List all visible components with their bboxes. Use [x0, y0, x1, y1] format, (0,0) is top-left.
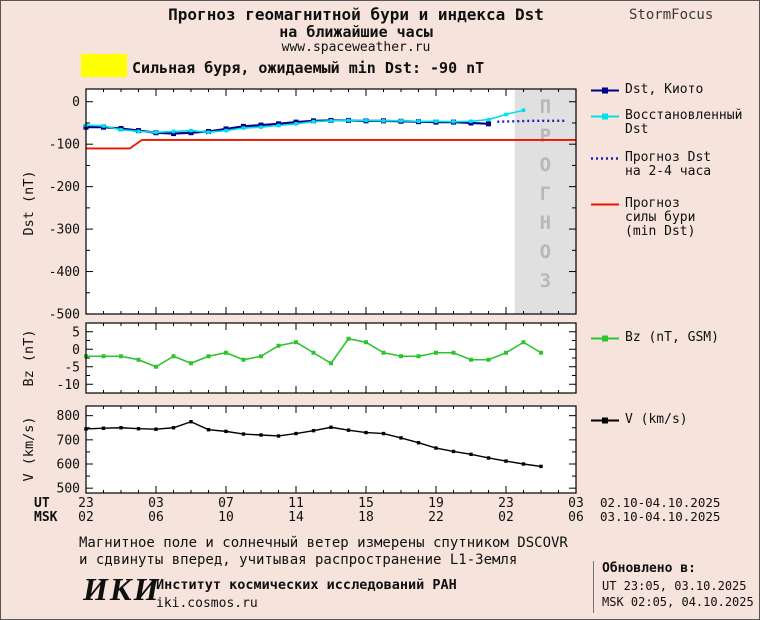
svg-text:23: 23	[498, 496, 514, 511]
spaceweather-link[interactable]: www.spaceweather.ru	[281, 40, 431, 55]
svg-text:700: 700	[57, 433, 80, 448]
brand-label: StormFocus	[629, 7, 714, 23]
updated-msk-time: MSK 02:05, 04.10.2025	[602, 595, 754, 609]
svg-text:15: 15	[358, 496, 374, 511]
svg-text:03: 03	[568, 496, 584, 511]
svg-text:02: 02	[498, 510, 514, 525]
svg-text:-10: -10	[57, 378, 80, 393]
footer-divider	[593, 561, 594, 613]
svg-text:-100: -100	[49, 138, 80, 153]
svg-text:-200: -200	[49, 180, 80, 195]
svg-text:З: З	[540, 270, 551, 292]
measurement-note-line1: Магнитное поле и солнечный ветер измерен…	[79, 535, 568, 551]
svg-text:06: 06	[148, 510, 164, 525]
svg-text:18: 18	[358, 510, 374, 525]
svg-text:UT: UT	[34, 496, 50, 511]
svg-text:П: П	[540, 96, 551, 118]
svg-text:0: 0	[72, 95, 80, 110]
iki-site-link[interactable]: iki.cosmos.ru	[156, 596, 258, 611]
svg-text:Н: Н	[540, 212, 551, 234]
measurement-note-line2: и сдвинуты вперед, учитывая распростране…	[79, 552, 518, 568]
svg-text:23: 23	[78, 496, 94, 511]
svg-text:06: 06	[568, 510, 584, 525]
svg-text:03.10-04.10.2025: 03.10-04.10.2025	[600, 509, 720, 524]
v-axis-label: V (km/s)	[21, 416, 37, 482]
svg-text:02.10-04.10.2025: 02.10-04.10.2025	[600, 495, 720, 510]
svg-text:500: 500	[57, 482, 80, 497]
updated-heading: Обновлено в:	[602, 561, 696, 576]
svg-text:800: 800	[57, 409, 80, 424]
storm-alert-text: Сильная буря, ожидаемый min Dst: -90 nT	[132, 59, 485, 77]
updated-ut-time: UT 23:05, 03.10.2025	[602, 579, 747, 593]
institute-name: Институт космических исследований РАН	[156, 577, 457, 593]
svg-text:10: 10	[218, 510, 234, 525]
svg-text:14: 14	[288, 510, 304, 525]
iki-logo: ИКИ	[83, 571, 161, 607]
storm-level-swatch	[81, 54, 127, 77]
svg-text:О: О	[540, 154, 551, 176]
svg-text:Г: Г	[540, 183, 551, 205]
svg-text:Р: Р	[540, 125, 551, 147]
svg-text:-500: -500	[49, 308, 80, 323]
svg-text:0: 0	[72, 343, 80, 358]
svg-text:-400: -400	[49, 265, 80, 280]
page-subtitle: на ближайшие часы	[279, 23, 433, 41]
svg-text:19: 19	[428, 496, 444, 511]
svg-text:5: 5	[72, 325, 80, 340]
svg-text:02: 02	[78, 510, 94, 525]
svg-text:-5: -5	[64, 360, 80, 375]
svg-text:03: 03	[148, 496, 164, 511]
svg-text:11: 11	[288, 496, 304, 511]
dst-axis-label: Dst (nT)	[21, 170, 37, 236]
svg-text:-300: -300	[49, 223, 80, 238]
svg-text:MSK: MSK	[34, 510, 58, 525]
svg-text:22: 22	[428, 510, 444, 525]
svg-text:600: 600	[57, 458, 80, 473]
svg-text:О: О	[540, 241, 551, 263]
svg-text:07: 07	[218, 496, 234, 511]
page-title: Прогноз геомагнитной бури и индекса Dst	[168, 5, 544, 24]
